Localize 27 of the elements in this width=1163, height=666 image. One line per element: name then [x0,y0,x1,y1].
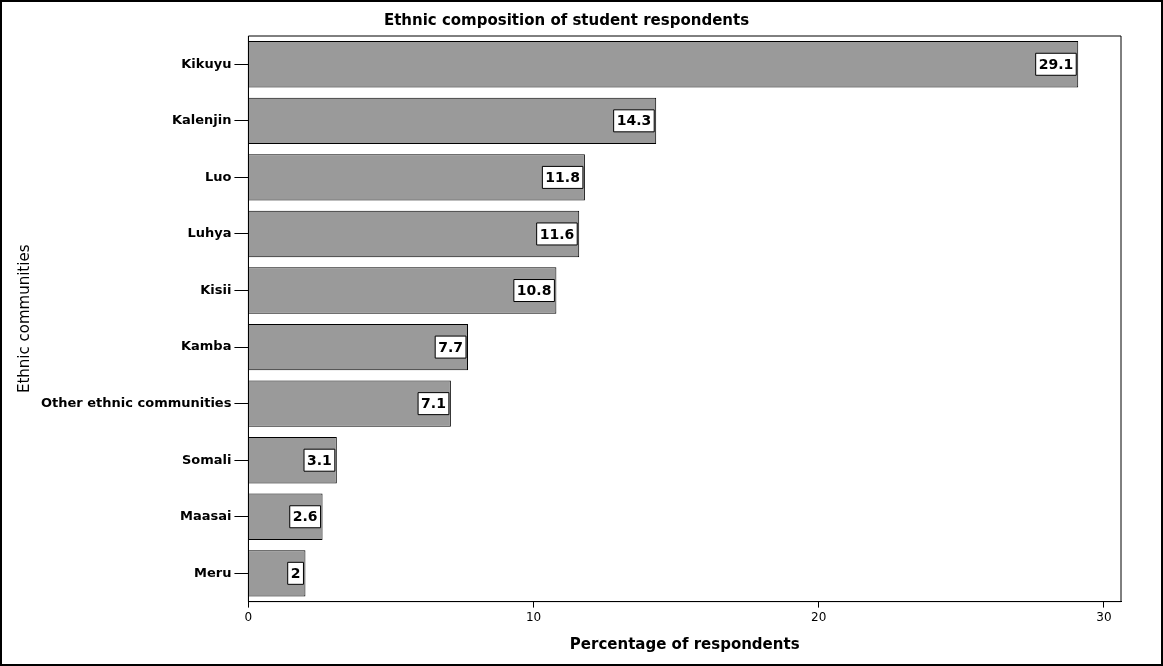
data-label: 14.3 [616,112,652,129]
y-tick-label: Kikuyu [181,55,232,71]
y-tick-label: Meru [194,564,232,580]
data-label: 7.1 [421,395,446,412]
data-label: 10.8 [516,282,552,299]
y-tick-label: Somali [181,451,232,467]
y-tick-label: Kalenjin [171,112,232,128]
data-label: 2 [290,564,301,581]
x-tick-label: 20 [811,609,827,624]
y-tick-label: Maasai [179,508,232,524]
y-axis-title: Ethnic communities [14,244,33,394]
data-label: 11.6 [539,225,575,242]
x-tick-label: 30 [1096,609,1112,624]
x-axis-title: Percentage of respondents [569,634,800,653]
data-label: 29.1 [1038,55,1074,72]
y-tick-label: Kisii [200,281,232,297]
y-tick-label: Kamba [180,338,232,354]
y-tick-label: Luo [204,168,232,184]
data-label: 3.1 [307,451,332,468]
x-tick-label: 10 [525,609,542,624]
data-label: 7.7 [438,338,463,355]
data-label: 2.6 [292,508,318,525]
data-label: 11.8 [545,169,580,186]
x-tick-label: 0 [244,609,253,624]
y-tick-label: Other ethnic communities [40,395,232,411]
y-tick-label: Luhya [187,225,232,241]
chart-title: Ethnic composition of student respondents [383,10,750,29]
